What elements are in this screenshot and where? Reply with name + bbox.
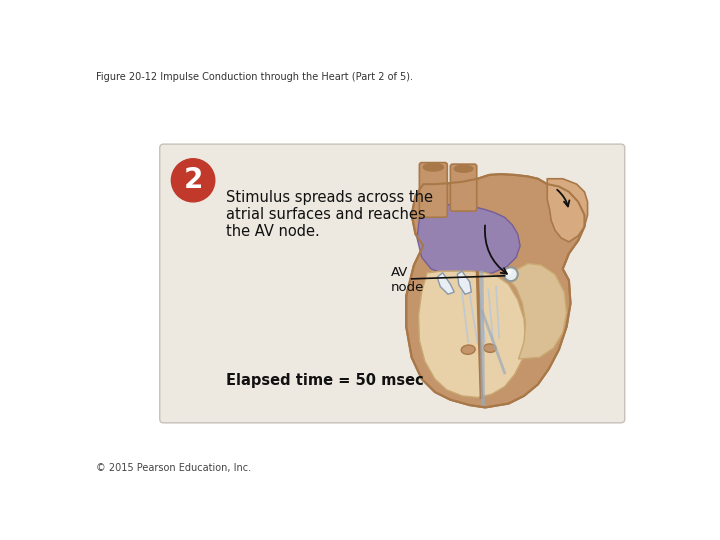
Polygon shape: [508, 264, 567, 359]
Text: AV
node: AV node: [391, 266, 424, 294]
Text: the AV node.: the AV node.: [225, 224, 320, 239]
Text: © 2015 Pearson Education, Inc.: © 2015 Pearson Education, Inc.: [96, 463, 251, 473]
Ellipse shape: [484, 344, 496, 353]
FancyBboxPatch shape: [419, 163, 447, 217]
Text: Figure 20-12 Impulse Conduction through the Heart (Part 2 of 5).: Figure 20-12 Impulse Conduction through …: [96, 72, 413, 83]
Polygon shape: [457, 271, 472, 294]
Polygon shape: [418, 271, 526, 397]
Text: Stimulus spreads across the: Stimulus spreads across the: [225, 190, 433, 205]
Text: 2: 2: [184, 166, 203, 194]
Polygon shape: [417, 204, 520, 276]
Text: Elapsed time = 50 msec: Elapsed time = 50 msec: [225, 373, 423, 388]
Ellipse shape: [462, 345, 475, 354]
FancyBboxPatch shape: [451, 164, 477, 211]
Text: atrial surfaces and reaches: atrial surfaces and reaches: [225, 207, 426, 222]
Ellipse shape: [454, 165, 473, 172]
Circle shape: [505, 269, 512, 275]
Circle shape: [171, 159, 215, 202]
Ellipse shape: [423, 164, 444, 171]
Polygon shape: [437, 273, 454, 294]
Polygon shape: [406, 174, 585, 408]
Circle shape: [504, 267, 518, 281]
FancyBboxPatch shape: [160, 144, 625, 423]
Polygon shape: [547, 179, 588, 242]
